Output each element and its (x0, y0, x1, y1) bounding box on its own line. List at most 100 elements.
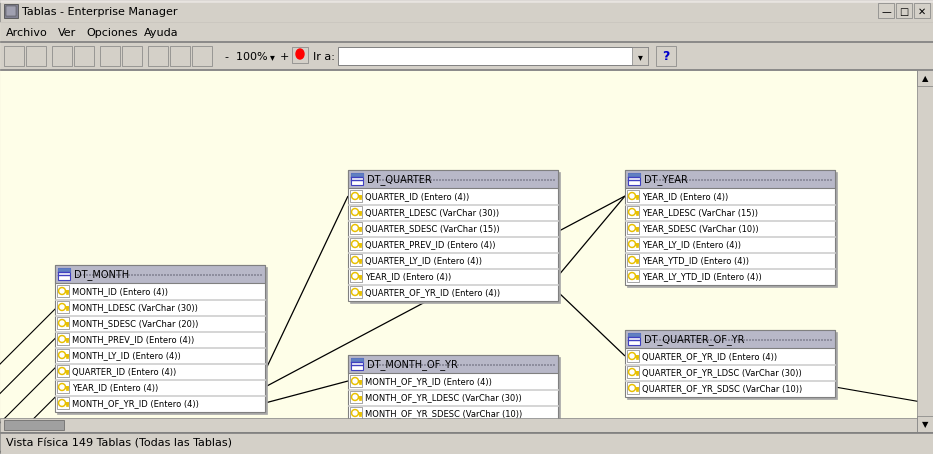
Bar (550, 179, 551, 180)
Bar (356, 227, 361, 229)
Circle shape (59, 336, 65, 342)
Bar (350, 270, 362, 282)
Bar (66, 386, 68, 390)
Bar (689, 339, 690, 340)
Text: YEAR_SDESC (VarChar (10)): YEAR_SDESC (VarChar (10)) (642, 224, 759, 233)
Bar (815, 179, 816, 180)
Bar (788, 339, 789, 340)
Bar (430, 179, 431, 180)
Bar (63, 370, 68, 372)
Text: YEAR_LY_YTD_ID (Entero (4)): YEAR_LY_YTD_ID (Entero (4)) (642, 272, 761, 281)
Bar (896, 3, 912, 18)
Bar (373, 364, 374, 365)
Bar (526, 179, 527, 180)
Bar (767, 179, 768, 180)
Bar (348, 355, 558, 373)
Bar (636, 211, 638, 215)
Bar (475, 364, 476, 365)
Bar (83, 274, 84, 275)
Bar (627, 206, 639, 218)
Circle shape (352, 224, 358, 232)
Bar (659, 339, 660, 340)
Bar (680, 339, 681, 340)
Bar (350, 407, 362, 419)
Bar (370, 179, 371, 180)
Bar (0, 41, 933, 42)
Bar (478, 179, 479, 180)
Text: DT_QUARTER_OF_YR: DT_QUARTER_OF_YR (644, 335, 745, 345)
Bar (770, 339, 771, 340)
Bar (58, 268, 70, 272)
Bar (158, 274, 159, 275)
Circle shape (60, 337, 64, 341)
Text: ▲: ▲ (922, 74, 928, 84)
Circle shape (60, 401, 64, 405)
Bar (351, 362, 363, 363)
Bar (628, 180, 640, 181)
Bar (134, 274, 135, 275)
Bar (767, 339, 768, 340)
Bar (80, 274, 81, 275)
Bar (55, 299, 265, 300)
Bar (221, 274, 222, 275)
Bar (633, 211, 638, 213)
Bar (359, 412, 361, 416)
Bar (373, 179, 374, 180)
Bar (704, 179, 705, 180)
Bar (496, 179, 497, 180)
Bar (517, 179, 518, 180)
Bar (917, 416, 933, 432)
Bar (628, 340, 640, 341)
Bar (388, 364, 389, 365)
Bar (382, 364, 383, 365)
Bar (625, 170, 835, 285)
Text: DT_QUARTER: DT_QUARTER (367, 174, 432, 185)
Bar (433, 179, 434, 180)
Circle shape (629, 224, 635, 232)
Bar (66, 290, 68, 294)
Bar (57, 317, 69, 329)
Bar (424, 179, 425, 180)
Bar (427, 179, 428, 180)
Bar (116, 274, 117, 275)
Bar (92, 274, 93, 275)
Bar (125, 274, 126, 275)
Bar (348, 389, 558, 390)
Circle shape (352, 288, 358, 296)
Bar (689, 179, 690, 180)
Bar (351, 358, 363, 362)
Bar (359, 291, 361, 295)
Bar (338, 47, 648, 65)
Text: QUARTER_OF_YR_ID (Entero (4)): QUARTER_OF_YR_ID (Entero (4)) (365, 288, 500, 297)
Bar (625, 364, 835, 365)
Circle shape (629, 241, 635, 247)
Bar (77, 274, 78, 275)
Bar (176, 274, 177, 275)
Bar (472, 364, 473, 365)
Bar (55, 363, 265, 364)
Bar (403, 364, 404, 365)
Bar (466, 364, 467, 365)
Bar (143, 274, 144, 275)
Bar (628, 333, 640, 337)
Bar (538, 364, 539, 365)
Bar (707, 179, 708, 180)
Bar (633, 259, 638, 261)
Bar (418, 364, 419, 365)
Text: YEAR_ID (Entero (4)): YEAR_ID (Entero (4)) (72, 384, 159, 393)
Bar (490, 179, 491, 180)
Circle shape (629, 208, 635, 216)
Bar (737, 179, 738, 180)
Circle shape (353, 290, 357, 294)
Bar (710, 179, 711, 180)
Bar (728, 339, 729, 340)
Bar (656, 179, 657, 180)
Circle shape (352, 257, 358, 263)
Bar (359, 259, 361, 263)
Bar (758, 179, 759, 180)
Bar (481, 179, 482, 180)
Circle shape (630, 242, 634, 246)
Bar (636, 259, 638, 263)
Bar (791, 339, 792, 340)
Text: QUARTER_PREV_ID (Entero (4)): QUARTER_PREV_ID (Entero (4)) (365, 241, 495, 250)
